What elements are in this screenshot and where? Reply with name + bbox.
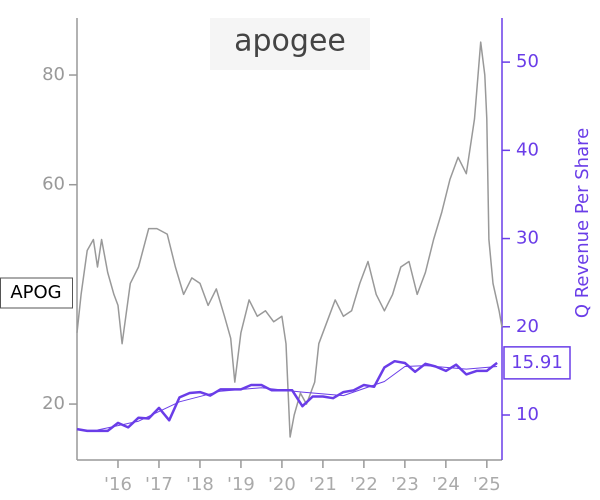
y-tick-label: 80: [42, 64, 65, 85]
x-tick-label: '20: [268, 474, 296, 495]
x-tick-label: '16: [104, 474, 132, 495]
x-tick-label: '24: [432, 474, 460, 495]
y-tick-label: 60: [42, 174, 65, 195]
series-line: [97, 365, 498, 431]
x-tick-label: '21: [309, 474, 337, 495]
y2-tick-label: 30: [516, 228, 539, 249]
x-tick-label: '18: [186, 474, 214, 495]
y2-tick-label: 10: [516, 404, 539, 425]
x-tick-label: '22: [350, 474, 378, 495]
x-tick-label: '25: [473, 474, 501, 495]
x-tick-label: '23: [391, 474, 419, 495]
y2-tick-label: 40: [516, 139, 539, 160]
x-tick-label: '19: [227, 474, 255, 495]
logo-box: [210, 18, 370, 70]
x-tick-label: '17: [145, 474, 173, 495]
y2-label: Q Revenue Per Share: [572, 128, 593, 318]
last-value-label: 15.91: [511, 352, 563, 373]
y2-tick-label: 50: [516, 51, 539, 72]
ticker-box: [0, 277, 73, 309]
series-line: [76, 41, 503, 438]
ticker: APOG: [10, 282, 61, 303]
value-box: [503, 346, 571, 380]
logo: apogee: [234, 24, 346, 59]
y2-tick-label: 20: [516, 316, 539, 337]
y-tick-label: 20: [42, 393, 65, 414]
